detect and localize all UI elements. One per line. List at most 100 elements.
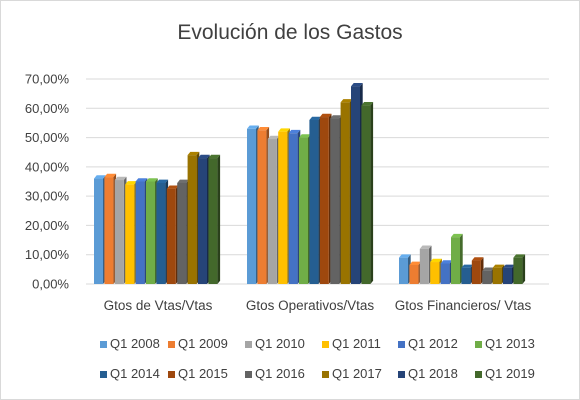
legend-item: Q1 2014 xyxy=(100,366,160,381)
bar xyxy=(461,264,474,284)
legend-swatch xyxy=(168,371,175,378)
legend-item: Q1 2012 xyxy=(398,336,458,351)
bar-front xyxy=(503,267,512,284)
category-label: Gtos Operativos/Vtas xyxy=(246,298,375,313)
bar xyxy=(513,254,526,284)
bar xyxy=(187,151,200,284)
legend-item: Q1 2016 xyxy=(245,366,305,381)
bar-front xyxy=(208,158,218,284)
bar xyxy=(156,179,169,284)
bar-side xyxy=(522,254,526,284)
bar xyxy=(309,116,322,284)
bar-top xyxy=(503,264,515,268)
bar xyxy=(267,135,280,284)
bar-top xyxy=(156,179,169,183)
legend-label: Q1 2011 xyxy=(332,336,381,351)
bar-front xyxy=(247,128,256,284)
bar-top xyxy=(513,254,526,258)
y-tick-label: 10,00% xyxy=(25,247,70,262)
bar-top xyxy=(187,151,200,156)
bar-front xyxy=(278,131,288,284)
bar-top xyxy=(482,267,494,271)
bar-top xyxy=(288,129,301,134)
legend-swatch xyxy=(322,341,329,348)
bar-top xyxy=(257,126,270,131)
legend-swatch xyxy=(245,371,252,378)
bar-front xyxy=(399,257,408,284)
bars xyxy=(94,83,526,285)
y-tick-label: 0,00% xyxy=(32,277,69,292)
y-tick-label: 60,00% xyxy=(25,101,70,116)
legend-label: Q1 2008 xyxy=(110,336,160,351)
bar-front xyxy=(104,177,114,284)
bar xyxy=(135,178,148,284)
legend-swatch xyxy=(475,371,482,378)
bar-front xyxy=(482,270,492,284)
bar xyxy=(166,185,179,284)
bar xyxy=(361,102,374,284)
bar-front xyxy=(94,178,103,284)
legend-swatch xyxy=(475,341,482,348)
legend-item: Q1 2013 xyxy=(475,336,535,351)
legend-item: Q1 2010 xyxy=(245,336,305,351)
y-tick-label: 20,00% xyxy=(25,218,70,233)
bar-top xyxy=(451,233,463,238)
y-tick-label: 30,00% xyxy=(25,189,70,204)
bar-front xyxy=(330,118,340,285)
legend-label: Q1 2010 xyxy=(255,336,305,351)
bar-top xyxy=(247,125,259,129)
bar xyxy=(114,176,127,284)
bar-top xyxy=(361,102,374,106)
bar-side xyxy=(217,154,221,284)
bar-top xyxy=(471,257,484,261)
bar-top xyxy=(319,113,332,118)
bar-front xyxy=(166,188,176,284)
x-axis-category-labels: Gtos de Vtas/Vtas Gtos Operativos/Vtas Gto… xyxy=(104,298,532,313)
legend-item: Q1 2015 xyxy=(168,366,228,381)
legend-label: Q1 2009 xyxy=(178,336,228,351)
bar-top xyxy=(278,128,290,132)
bar xyxy=(146,178,158,284)
legend-swatch xyxy=(398,371,405,378)
bar-front xyxy=(146,181,155,284)
legend-item: Q1 2018 xyxy=(398,366,458,381)
bar-top xyxy=(309,116,322,120)
bar-front xyxy=(419,248,429,284)
bar xyxy=(440,260,453,284)
y-tick-label: 40,00% xyxy=(25,159,70,174)
bar xyxy=(125,181,137,284)
bar-front xyxy=(267,139,277,284)
legend-label: Q1 2014 xyxy=(110,366,160,381)
legend-label: Q1 2017 xyxy=(332,366,382,381)
bar-front xyxy=(430,262,440,284)
bar xyxy=(299,134,311,284)
bar-front xyxy=(125,184,135,284)
bar-top xyxy=(351,83,363,87)
legend-label: Q1 2013 xyxy=(485,336,535,351)
bar xyxy=(419,245,432,284)
legend-swatch xyxy=(100,341,107,348)
legend-label: Q1 2019 xyxy=(485,366,535,381)
bar-top xyxy=(208,154,221,159)
legend-item: Q1 2011 xyxy=(322,336,381,351)
bar-side xyxy=(370,102,374,284)
legend-swatch xyxy=(245,341,252,348)
bar-front xyxy=(513,257,523,284)
bar-top xyxy=(409,261,422,265)
bar xyxy=(409,261,422,284)
bar-front xyxy=(288,133,298,284)
bar xyxy=(451,233,463,284)
bar xyxy=(492,264,505,284)
bar-top xyxy=(94,175,106,179)
bar-top xyxy=(135,178,148,182)
bar-front xyxy=(156,182,166,284)
bar-front xyxy=(319,117,329,284)
bar xyxy=(278,128,290,284)
y-tick-label: 50,00% xyxy=(25,130,70,145)
bar xyxy=(198,154,210,284)
bar-front xyxy=(471,260,481,284)
bar-top xyxy=(114,176,127,181)
category-label: Gtos Financieros/ Vtas xyxy=(395,298,532,313)
